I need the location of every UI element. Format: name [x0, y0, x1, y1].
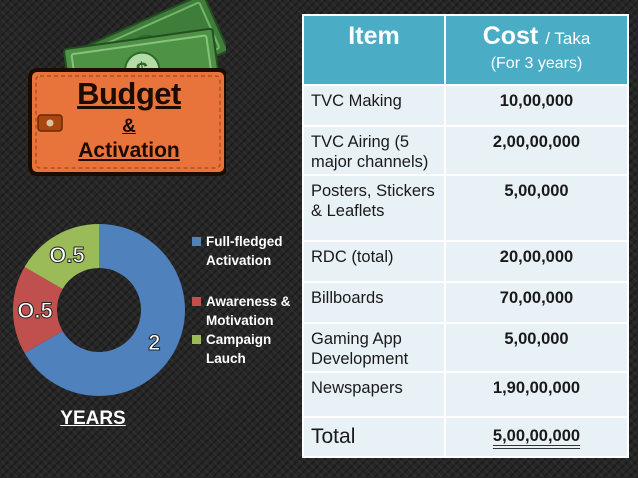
cost-cell: 70,00,000: [444, 281, 629, 324]
table-row: TVC Making 10,00,000: [302, 84, 629, 127]
header-cost-sub: (For 3 years): [490, 55, 583, 72]
cost-cell: 20,00,000: [444, 240, 629, 283]
donut-value-label: O.5: [49, 243, 84, 268]
donut-slice: [24, 224, 100, 289]
legend-swatch-green: [192, 335, 201, 344]
cost-cell: 2,00,00,000: [444, 125, 629, 176]
cost-cell: 5,00,000: [444, 322, 629, 373]
item-cell: Posters, Stickers & Leaflets: [302, 174, 446, 242]
item-cell: TVC Making: [302, 84, 446, 127]
years-donut-chart: 2 O.5 O.5: [12, 224, 186, 396]
legend-swatch-red: [192, 297, 201, 306]
item-cell: TVC Airing (5 major channels): [302, 125, 446, 176]
item-cell: Gaming App Development: [302, 322, 446, 373]
table-row: Billboards 70,00,000: [302, 281, 629, 324]
table-row: Newspapers 1,90,00,000: [302, 371, 629, 418]
item-cell: Billboards: [302, 281, 446, 324]
legend-label: Awareness & Motivation: [206, 294, 291, 328]
item-cell: Newspapers: [302, 371, 446, 418]
legend-item-activation: Full-fledged Activation: [192, 232, 300, 270]
total-value: 5,00,00,000: [444, 416, 629, 458]
header-item: Item: [302, 14, 446, 86]
budget-title: Budget: [77, 76, 181, 111]
cost-cell: 10,00,000: [444, 84, 629, 127]
table-header-row: Item Cost / Taka (For 3 years): [302, 14, 629, 86]
legend-item-campaign: Campaign Lauch: [192, 330, 300, 368]
activation-title: Activation: [78, 139, 180, 162]
ampersand-title: &: [122, 116, 136, 137]
header-cost: Cost / Taka (For 3 years): [444, 14, 629, 86]
legend-label: Campaign Lauch: [206, 332, 272, 366]
table-row: TVC Airing (5 major channels) 2,00,00,00…: [302, 125, 629, 176]
donut-slice: [12, 267, 63, 353]
donut-value-label: 2: [148, 330, 160, 355]
donut-slice: [24, 224, 186, 396]
table-row: Gaming App Development 5,00,000: [302, 322, 629, 373]
item-cell: RDC (total): [302, 240, 446, 283]
years-axis-label: YEARS: [60, 408, 126, 429]
legend-item-awareness: Awareness & Motivation: [192, 292, 300, 330]
table-row: Posters, Stickers & Leaflets 5,00,000: [302, 174, 629, 242]
total-label: Total: [302, 416, 446, 458]
donut-value-label: O.5: [17, 298, 52, 323]
cost-cell: 1,90,00,000: [444, 371, 629, 418]
table-row: RDC (total) 20,00,000: [302, 240, 629, 283]
chart-legend: Full-fledged Activation Awareness & Moti…: [192, 232, 300, 368]
header-cost-unit: / Taka: [545, 29, 591, 48]
table-total-row: Total 5,00,00,000: [302, 416, 629, 458]
budget-table: Item Cost / Taka (For 3 years) TVC Makin…: [302, 14, 629, 458]
header-cost-label: Cost: [482, 22, 539, 50]
wallet-icon: $ $: [28, 0, 226, 176]
legend-swatch-blue: [192, 237, 201, 246]
cost-cell: 5,00,000: [444, 174, 629, 242]
legend-label: Full-fledged Activation: [206, 234, 283, 268]
